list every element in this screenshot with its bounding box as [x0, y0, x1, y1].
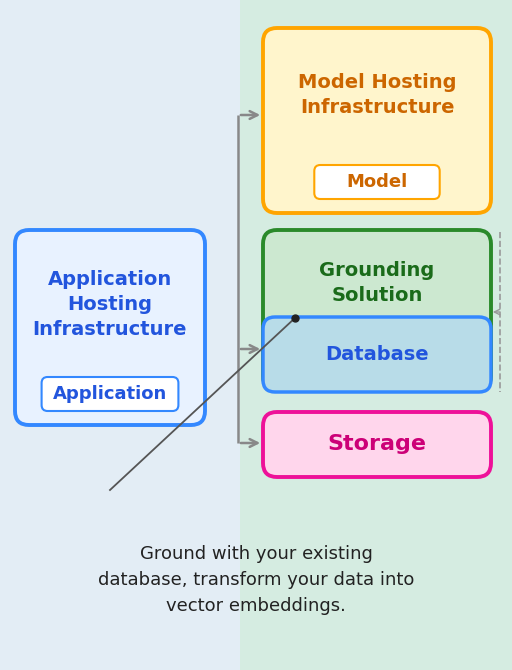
Text: Ground with your existing
database, transform your data into
vector embeddings.: Ground with your existing database, tran… — [98, 545, 414, 616]
FancyBboxPatch shape — [263, 412, 491, 477]
FancyBboxPatch shape — [314, 165, 440, 199]
Text: Storage: Storage — [328, 435, 426, 454]
Text: Model Hosting
Infrastructure: Model Hosting Infrastructure — [298, 72, 456, 117]
Text: Database: Database — [325, 345, 429, 364]
FancyBboxPatch shape — [263, 230, 491, 390]
FancyBboxPatch shape — [240, 0, 512, 670]
Text: Application
Hosting
Infrastructure: Application Hosting Infrastructure — [33, 269, 187, 338]
Text: Application: Application — [53, 385, 167, 403]
Text: Grounding
Solution: Grounding Solution — [319, 261, 435, 305]
FancyBboxPatch shape — [41, 377, 178, 411]
FancyBboxPatch shape — [15, 230, 205, 425]
FancyBboxPatch shape — [263, 28, 491, 213]
FancyBboxPatch shape — [263, 317, 491, 392]
Text: Model: Model — [347, 173, 408, 191]
